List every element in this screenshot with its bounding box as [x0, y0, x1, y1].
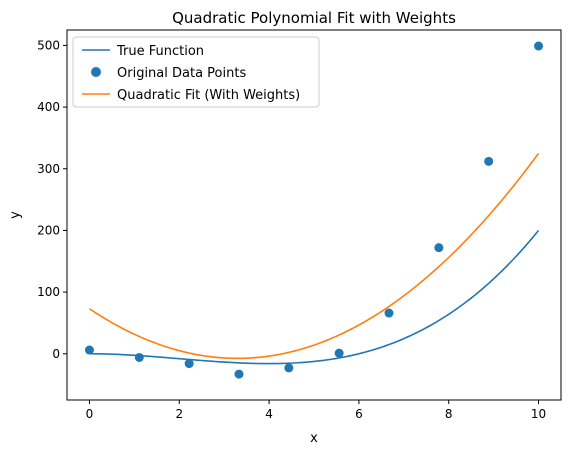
y-tick-label: 400 [37, 100, 60, 114]
data-point [134, 352, 144, 362]
data-point [484, 156, 494, 166]
y-tick-label: 500 [37, 38, 60, 52]
legend: True Function Original Data Points Quadr… [72, 36, 320, 108]
legend-data-points-swatch [91, 67, 101, 77]
y-tick-label: 300 [37, 162, 60, 176]
y-tick-label: 100 [37, 285, 60, 299]
y-axis-label: y [8, 211, 23, 219]
plot-area [66, 29, 562, 401]
x-tick-label: 0 [86, 407, 94, 421]
x-axis-label: x [310, 431, 318, 446]
legend-data-points-label: Original Data Points [117, 66, 246, 81]
plot-frame [66, 29, 562, 401]
data-point [334, 348, 344, 358]
y-tick-label: 200 [37, 223, 60, 237]
x-tick-label: 4 [265, 407, 273, 421]
x-axis-ticks: 0 2 4 6 8 10 [86, 400, 546, 421]
true-function-line [89, 229, 540, 365]
data-point [384, 308, 394, 318]
legend-quadratic-fit-label: Quadratic Fit (With Weights) [117, 88, 300, 103]
x-tick-label: 2 [175, 407, 183, 421]
series-layer [84, 41, 544, 379]
legend-frame [72, 36, 320, 108]
y-axis-ticks: 0 100 200 300 400 500 [37, 38, 67, 361]
data-point [234, 369, 244, 379]
data-point [534, 41, 544, 51]
data-point [434, 243, 444, 253]
x-tick-label: 6 [355, 407, 363, 421]
x-tick-label: 8 [445, 407, 453, 421]
data-point [84, 345, 94, 355]
quadratic-fit-line [89, 152, 540, 360]
legend-true-function-label: True Function [116, 44, 204, 59]
data-point [184, 359, 194, 369]
chart-title: Quadratic Polynomial Fit with Weights [172, 9, 456, 27]
data-point [284, 363, 294, 373]
y-tick-label: 0 [52, 347, 60, 361]
x-tick-label: 10 [531, 407, 546, 421]
